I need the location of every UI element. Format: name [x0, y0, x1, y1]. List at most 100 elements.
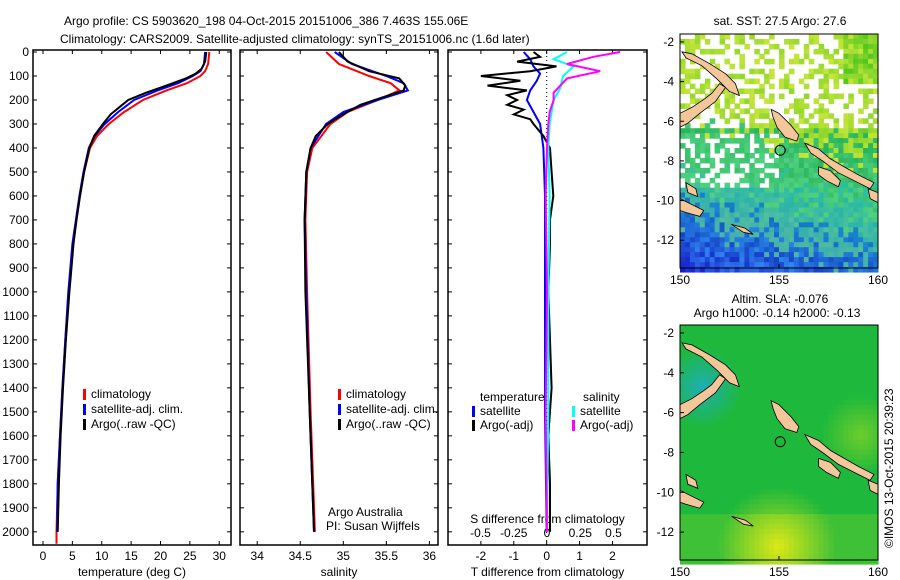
map-cell	[788, 232, 795, 238]
map-cell	[714, 247, 721, 253]
map-cell	[818, 379, 825, 386]
map-cell	[848, 182, 854, 189]
map-cell	[818, 83, 825, 90]
map-cell	[828, 479, 835, 485]
map-cell	[798, 479, 805, 485]
map-cell	[724, 162, 731, 169]
map-cell	[739, 34, 745, 40]
map-cell	[769, 128, 775, 134]
map-cell	[734, 344, 741, 351]
map-cell	[828, 53, 835, 60]
map-cell	[868, 34, 874, 40]
map-cell	[868, 157, 874, 164]
map-cell	[803, 242, 810, 248]
map-cell	[858, 138, 864, 144]
map-cell	[813, 544, 820, 550]
map-cell	[813, 394, 820, 401]
map-cell	[724, 247, 731, 253]
map-cell	[704, 489, 711, 495]
map-cell	[818, 335, 825, 341]
map-cell	[828, 499, 835, 505]
map-cell	[798, 78, 805, 85]
map-cell	[739, 464, 745, 470]
map-cell	[848, 157, 854, 164]
map-cell	[680, 58, 686, 65]
map-cell	[759, 222, 765, 228]
map-cell	[784, 335, 790, 341]
map-cell	[868, 414, 874, 421]
map-cell	[853, 559, 859, 565]
map-cell	[863, 384, 869, 391]
map-cell	[709, 349, 716, 356]
map-cell	[848, 434, 854, 441]
map-cell	[828, 504, 835, 510]
map-cell	[793, 162, 800, 169]
map-cell	[764, 509, 770, 515]
map-cell	[694, 177, 701, 184]
map-cell	[759, 359, 765, 366]
map-cell	[685, 128, 691, 134]
map-cell	[754, 202, 760, 209]
map-cell	[774, 247, 780, 253]
map-cell	[694, 197, 701, 204]
map-cell	[853, 409, 859, 416]
map-cell	[779, 399, 785, 406]
map-cell	[694, 335, 701, 341]
map-cell	[699, 364, 706, 371]
map-cell	[848, 34, 854, 40]
map-cell	[848, 252, 854, 258]
map-cell	[714, 133, 721, 139]
map-cell	[838, 359, 844, 366]
map-cell	[873, 379, 879, 386]
map-cell	[793, 98, 800, 104]
map-cell	[813, 330, 820, 336]
map-cell	[689, 93, 696, 100]
map-cell	[803, 539, 810, 545]
map-cell	[858, 494, 864, 500]
map-cell	[808, 217, 815, 223]
map-cell	[813, 474, 820, 480]
map-cell	[803, 489, 810, 495]
x-tick-label: 35	[337, 549, 351, 563]
map-cell	[769, 554, 775, 560]
map-cell	[739, 359, 745, 366]
map-cell	[729, 389, 736, 396]
map-cell	[759, 469, 765, 475]
map-cell	[714, 459, 721, 465]
map-cell	[823, 424, 830, 431]
legend-label: satellite-adj. clim.	[91, 402, 183, 416]
map-cell	[858, 559, 864, 565]
map-cell	[828, 484, 835, 490]
map-cell	[694, 444, 701, 451]
map-cell	[744, 88, 750, 95]
map-cell	[739, 118, 745, 124]
map-cell	[858, 257, 864, 263]
map-cell	[724, 549, 731, 555]
depth-tick-label: 1400	[2, 381, 29, 395]
map-cell	[714, 202, 721, 209]
map-cell	[744, 177, 750, 184]
map-cell	[769, 544, 775, 550]
map-cell	[808, 354, 815, 361]
map-cell	[689, 83, 696, 90]
map-cell	[858, 534, 864, 540]
lat-tick-label: -8	[663, 154, 674, 168]
map-cell	[744, 252, 750, 258]
map-cell	[798, 143, 805, 149]
map-cell	[774, 389, 780, 396]
map-cell	[759, 409, 765, 416]
map-cell	[714, 242, 721, 248]
map-cell	[828, 217, 835, 223]
map-cell	[764, 519, 770, 525]
map-cell	[694, 489, 701, 495]
map-cell	[788, 359, 795, 366]
map-cell	[828, 133, 835, 139]
map-cell	[739, 409, 745, 416]
map-cell	[699, 237, 706, 243]
map-cell	[685, 103, 691, 109]
map-cell	[749, 192, 755, 199]
map-cell	[843, 207, 849, 214]
map-cell	[744, 78, 750, 85]
profile-panel-2: 34 34.5 35 35.5 36salinityclimatologysatelli…	[239, 49, 439, 579]
map-cell	[808, 330, 815, 336]
